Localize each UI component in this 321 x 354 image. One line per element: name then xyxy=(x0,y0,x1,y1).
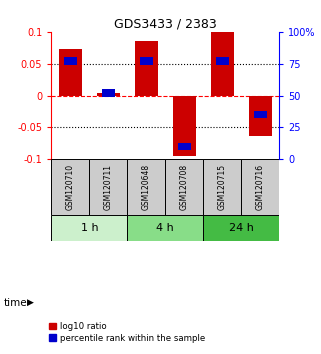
Bar xyxy=(51,159,89,215)
Bar xyxy=(127,215,203,241)
Bar xyxy=(64,57,77,65)
Text: GSM120708: GSM120708 xyxy=(180,164,189,210)
Bar xyxy=(97,93,120,96)
Bar xyxy=(59,49,82,96)
Bar xyxy=(135,41,158,96)
Bar xyxy=(178,143,191,150)
Text: GSM120648: GSM120648 xyxy=(142,164,151,210)
Bar xyxy=(249,96,272,136)
Text: 4 h: 4 h xyxy=(156,223,174,233)
Title: GDS3433 / 2383: GDS3433 / 2383 xyxy=(114,18,217,31)
Bar xyxy=(102,89,115,97)
Bar xyxy=(51,215,127,241)
Bar xyxy=(140,57,153,65)
Bar xyxy=(127,159,165,215)
Text: GSM120710: GSM120710 xyxy=(66,164,75,210)
Bar xyxy=(241,159,279,215)
Legend: log10 ratio, percentile rank within the sample: log10 ratio, percentile rank within the … xyxy=(46,319,209,346)
Bar xyxy=(203,159,241,215)
Text: 24 h: 24 h xyxy=(229,223,254,233)
Bar xyxy=(173,96,196,156)
Text: 1 h: 1 h xyxy=(81,223,98,233)
Text: GSM120715: GSM120715 xyxy=(218,164,227,210)
Text: time: time xyxy=(3,298,27,308)
Text: GSM120711: GSM120711 xyxy=(104,164,113,210)
Text: GSM120716: GSM120716 xyxy=(256,164,265,210)
Text: ▶: ▶ xyxy=(27,298,34,307)
Bar xyxy=(89,159,127,215)
Bar xyxy=(165,159,203,215)
Bar xyxy=(216,57,229,65)
Bar xyxy=(254,111,267,119)
Bar xyxy=(211,32,234,96)
Bar xyxy=(203,215,279,241)
